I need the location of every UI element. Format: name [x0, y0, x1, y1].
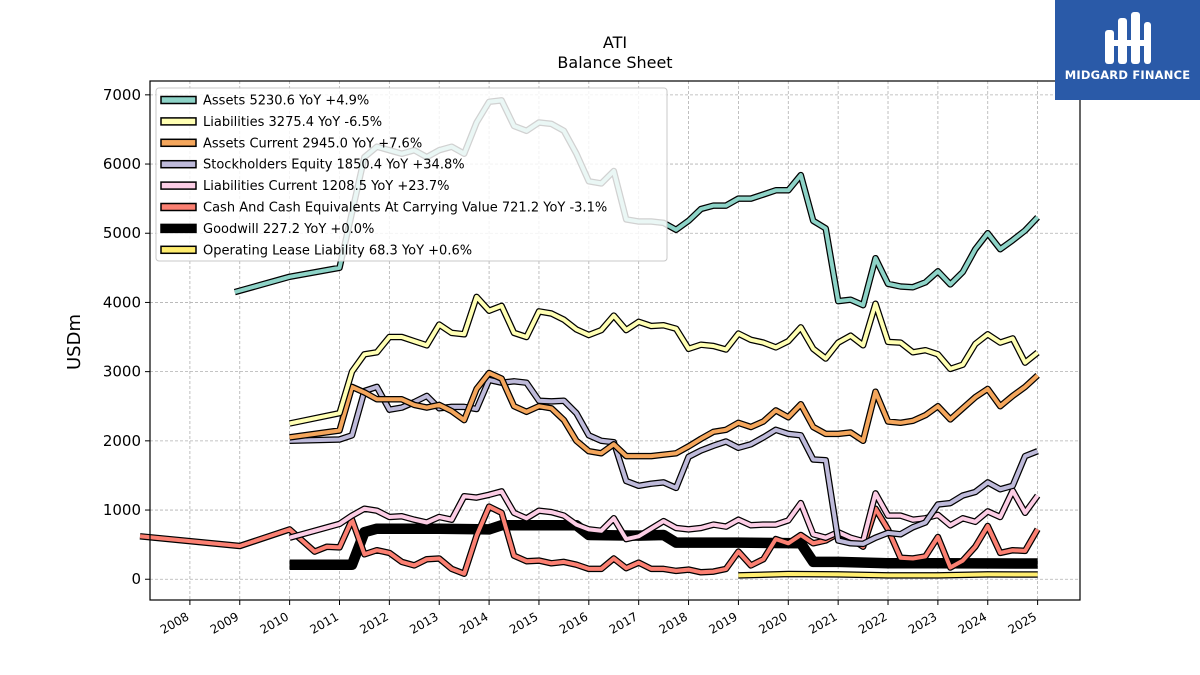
- x-tick-label: 2008: [158, 609, 191, 636]
- legend-swatch: [160, 245, 197, 255]
- legend-item: Liabilities Current 1208.5 YoY +23.7%: [160, 179, 450, 194]
- series-line: [289, 488, 1040, 544]
- x-tick-label: 2020: [756, 609, 789, 636]
- legend-label: Cash And Cash Equivalents At Carrying Va…: [203, 201, 607, 216]
- series-cash-and-cash-equivalents-at-carrying-value: [139, 503, 1041, 577]
- legend-item: Assets 5230.6 YoY +4.9%: [160, 94, 369, 109]
- legend-item: Stockholders Equity 1850.4 YoY +34.8%: [160, 158, 465, 173]
- x-tick-label: 2025: [1006, 609, 1039, 636]
- legend-label: Stockholders Equity 1850.4 YoY +34.8%: [203, 158, 465, 173]
- legend-item: Assets Current 2945.0 YoY +7.6%: [160, 136, 422, 151]
- x-tick-label: 2014: [457, 609, 490, 636]
- logo-mark-icon: [1055, 0, 1200, 100]
- x-tick-label: 2018: [657, 609, 690, 636]
- legend-item: Goodwill 227.2 YoY +0.0%: [160, 222, 374, 237]
- x-tick-label: 2012: [357, 609, 390, 636]
- y-tick-label: 5000: [103, 224, 141, 242]
- legend-item: Operating Lease Liability 68.3 YoY +0.6%: [160, 243, 472, 258]
- x-tick-label: 2010: [258, 609, 291, 636]
- series-line: [289, 371, 1039, 459]
- x-tick-label: 2011: [308, 609, 341, 636]
- legend: Assets 5230.6 YoY +4.9% Liabilities 3275.…: [155, 87, 668, 262]
- x-tick-label: 2023: [906, 609, 939, 636]
- x-tick-label: 2013: [407, 609, 440, 636]
- legend-item: Liabilities 3275.4 YoY -6.5%: [160, 115, 382, 130]
- x-tick-label: 2016: [557, 609, 590, 636]
- y-tick-label: 0: [131, 570, 141, 588]
- legend-label: Assets Current 2945.0 YoY +7.6%: [203, 136, 422, 151]
- series-liabilities-current: [288, 487, 1041, 545]
- legend-box: [155, 87, 668, 262]
- legend-label: Liabilities 3275.4 YoY -6.5%: [203, 115, 382, 130]
- x-tick-label: 2019: [706, 609, 739, 636]
- x-tick-label: 2022: [856, 609, 889, 636]
- plot-frame: [149, 80, 1081, 601]
- legend-label: Liabilities Current 1208.5 YoY +23.7%: [203, 179, 450, 194]
- brand-logo: MIDGARD FINANCE: [1055, 0, 1200, 100]
- y-tick-label: 3000: [103, 363, 141, 381]
- x-tick-label: 2024: [956, 609, 989, 636]
- legend-swatch: [160, 181, 197, 190]
- chart-title: ATI: [603, 33, 627, 52]
- series-liabilities: [288, 293, 1040, 427]
- y-tick-label: 1000: [103, 501, 141, 519]
- x-tick-label: 2009: [208, 609, 241, 636]
- chart-subtitle: Balance Sheet: [557, 53, 672, 72]
- legend-swatch: [160, 138, 197, 148]
- legend-label: Goodwill 227.2 YoY +0.0%: [203, 222, 374, 237]
- legend-item: Cash And Cash Equivalents At Carrying Va…: [160, 201, 607, 216]
- legend-label: Assets 5230.6 YoY +4.9%: [203, 94, 369, 109]
- legend-swatch: [160, 95, 197, 105]
- y-tick-label: 2000: [103, 432, 141, 450]
- series-assets-current: [289, 369, 1040, 460]
- series-line: [738, 572, 1038, 578]
- x-tick-label: 2021: [806, 609, 839, 636]
- legend-swatch: [160, 223, 197, 234]
- x-tick-label: 2015: [507, 609, 540, 636]
- x-tick-label: 2017: [607, 609, 640, 636]
- series-lines: [139, 97, 1041, 579]
- legend-swatch: [160, 159, 197, 169]
- y-tick-label: 7000: [103, 86, 141, 104]
- series-operating-lease-liability: [738, 570, 1038, 579]
- series-line: [289, 294, 1039, 426]
- legend-swatch: [160, 117, 197, 126]
- legend-label: Operating Lease Liability 68.3 YoY +0.6%: [203, 243, 472, 258]
- y-tick-label: 4000: [103, 293, 141, 311]
- legend-swatch: [160, 202, 197, 212]
- y-tick-label: 6000: [103, 155, 141, 173]
- brand-name: MIDGARD FINANCE: [1064, 68, 1191, 82]
- y-axis-label: USDm: [64, 314, 85, 370]
- series-line: [139, 504, 1040, 576]
